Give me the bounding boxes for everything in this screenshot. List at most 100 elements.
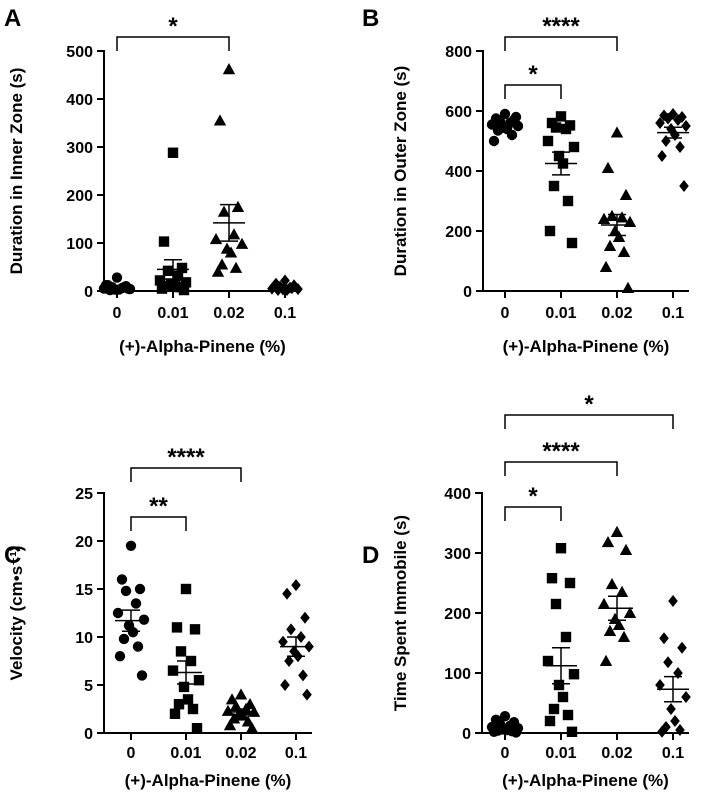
data-point bbox=[670, 129, 680, 141]
data-point bbox=[677, 111, 687, 123]
data-point bbox=[601, 161, 615, 173]
data-point bbox=[681, 120, 691, 132]
data-point bbox=[132, 641, 144, 652]
data-point bbox=[217, 205, 231, 217]
data-point bbox=[675, 141, 685, 153]
x-tick-label: 0 bbox=[501, 745, 510, 762]
data-point bbox=[562, 195, 574, 207]
data-point bbox=[127, 627, 139, 638]
data-point bbox=[663, 112, 673, 125]
data-point bbox=[666, 703, 676, 715]
y-tick-label: 0 bbox=[462, 726, 471, 743]
data-point bbox=[668, 108, 678, 120]
y-tick-label: 0 bbox=[84, 284, 93, 301]
series-0 bbox=[98, 272, 136, 296]
y-tick-label: 20 bbox=[75, 534, 93, 551]
data-point bbox=[506, 129, 518, 141]
significance-bracket bbox=[116, 36, 230, 51]
data-point bbox=[675, 724, 685, 736]
significance-label: * bbox=[168, 13, 178, 40]
data-point bbox=[677, 641, 687, 654]
data-point bbox=[673, 667, 683, 679]
data-point bbox=[542, 655, 554, 667]
data-point bbox=[566, 237, 578, 249]
data-point bbox=[282, 587, 292, 600]
x-tick-label: 0.01 bbox=[545, 745, 576, 762]
data-point bbox=[546, 573, 558, 584]
data-point bbox=[544, 715, 556, 727]
significance-label: * bbox=[528, 61, 538, 88]
significance-label: **** bbox=[542, 13, 580, 40]
y-axis-label: Time Spent Immobile (s) bbox=[391, 515, 410, 711]
data-point bbox=[610, 126, 624, 138]
data-point bbox=[171, 622, 183, 633]
data-point bbox=[499, 108, 511, 120]
data-point bbox=[553, 150, 565, 162]
data-point bbox=[291, 579, 301, 592]
y-tick-label: 800 bbox=[445, 44, 472, 61]
data-point bbox=[492, 125, 504, 136]
data-point bbox=[215, 258, 229, 270]
data-point bbox=[564, 577, 576, 589]
data-point bbox=[298, 669, 308, 682]
y-axis-label: Duration in Outer Zone (s) bbox=[391, 66, 410, 277]
data-point bbox=[278, 635, 288, 648]
data-point bbox=[562, 709, 574, 721]
series-0.02 bbox=[209, 63, 249, 277]
data-point bbox=[245, 722, 259, 734]
data-point bbox=[234, 688, 248, 700]
data-point bbox=[112, 607, 124, 619]
data-point bbox=[211, 265, 225, 277]
y-tick-label: 200 bbox=[444, 606, 471, 623]
data-point bbox=[617, 245, 631, 257]
x-tick-label: 0.01 bbox=[545, 305, 576, 322]
data-point bbox=[619, 188, 633, 200]
panel-a: A 0 100 200 300 400 500 0 0.01 0.02 0.1 (+)-Alpha-P… bbox=[4, 5, 303, 356]
data-point bbox=[619, 543, 633, 555]
data-point bbox=[560, 631, 572, 643]
data-point bbox=[661, 135, 671, 147]
data-point bbox=[286, 623, 296, 636]
data-point bbox=[555, 543, 567, 554]
series-0 bbox=[112, 540, 150, 681]
significance-bracket bbox=[504, 414, 674, 429]
data-point bbox=[603, 624, 617, 636]
y-tick-label: 500 bbox=[66, 44, 93, 61]
data-point bbox=[224, 246, 238, 258]
data-point bbox=[597, 597, 611, 609]
x-tick-label: 0.02 bbox=[601, 745, 632, 762]
y-tick-label: 200 bbox=[66, 188, 93, 205]
data-point bbox=[568, 141, 580, 153]
data-point bbox=[605, 578, 619, 590]
x-tick-label: 0.01 bbox=[170, 745, 201, 762]
x-tick-label: 0.02 bbox=[213, 305, 244, 322]
panel-letter: D bbox=[362, 542, 379, 569]
data-point bbox=[657, 725, 667, 738]
y-tick-label: 0 bbox=[84, 726, 93, 743]
series-0.01 bbox=[542, 111, 580, 249]
series-0.1 bbox=[655, 108, 691, 192]
significance-label: * bbox=[584, 391, 594, 418]
data-point bbox=[167, 147, 179, 158]
data-point bbox=[659, 632, 669, 645]
data-point bbox=[178, 284, 190, 296]
data-point bbox=[612, 230, 626, 242]
x-axis-label: (+)-Alpha-Pinene (%) bbox=[119, 337, 286, 356]
data-point bbox=[560, 123, 572, 135]
significance-label: ** bbox=[149, 493, 168, 520]
series-0.02 bbox=[597, 126, 637, 293]
y-tick-label: 10 bbox=[75, 630, 93, 647]
data-point bbox=[542, 135, 554, 147]
data-point bbox=[162, 265, 174, 277]
data-point bbox=[100, 280, 112, 291]
series-0 bbox=[486, 108, 524, 147]
data-point bbox=[488, 135, 500, 147]
data-point bbox=[209, 232, 223, 245]
y-axis-label: Duration in Inner Zone (s) bbox=[7, 68, 26, 275]
data-point bbox=[175, 646, 187, 657]
data-point bbox=[668, 595, 678, 607]
data-point bbox=[623, 606, 637, 618]
significance-bracket bbox=[504, 506, 562, 521]
data-point bbox=[510, 111, 522, 123]
